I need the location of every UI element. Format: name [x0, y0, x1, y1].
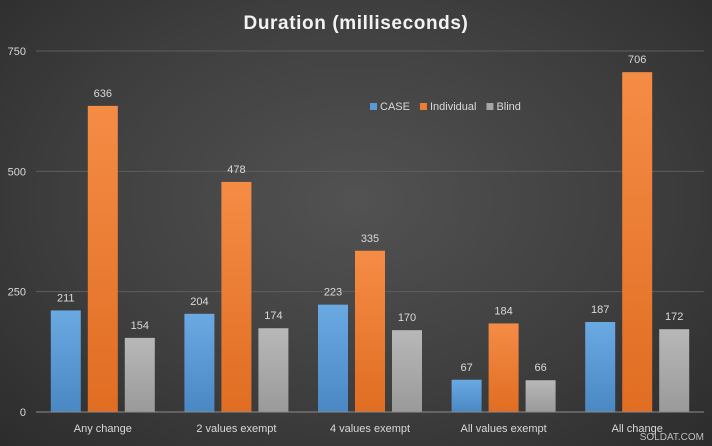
bar-blind-4: [659, 329, 690, 412]
bar-individual-3: [488, 323, 519, 412]
bar-blind-2: [392, 330, 422, 412]
data-label: 204: [190, 296, 208, 308]
data-label: 211: [57, 292, 75, 304]
data-label: 187: [591, 304, 609, 316]
bar-case-3: [451, 379, 482, 412]
legend-label-individual: Individual: [430, 101, 476, 113]
category-label: Any change: [74, 423, 132, 435]
bar-individual-2: [355, 250, 385, 412]
data-label: 478: [227, 164, 245, 176]
legend-swatch-individual: [419, 103, 427, 110]
bar-case-0: [50, 310, 81, 412]
bar-case-1: [184, 313, 215, 412]
data-label: 174: [264, 310, 282, 322]
legend: CASE Individual Blind: [370, 101, 521, 113]
axes: 0 250 500 750 Any change 2 values exempt 4 val…: [8, 46, 704, 435]
category-label: All values exempt: [460, 423, 546, 435]
category-label: 2 values exempt: [196, 423, 276, 435]
bar-individual-4: [622, 72, 653, 413]
y-tick-label: 500: [8, 166, 26, 178]
bar-case-4: [585, 321, 616, 412]
data-label: 172: [665, 311, 683, 323]
bar-blind-0: [124, 337, 155, 412]
data-label: 706: [628, 54, 646, 66]
bars: [50, 72, 690, 413]
watermark: SOLDAT.COM: [640, 432, 704, 443]
data-label: 636: [94, 88, 112, 100]
legend-label-blind: Blind: [496, 101, 520, 113]
bar-case-2: [318, 304, 348, 412]
data-label: 335: [361, 233, 379, 245]
category-label: All change: [612, 423, 663, 435]
legend-label-case: CASE: [380, 101, 410, 113]
data-label: 154: [131, 320, 149, 332]
legend-swatch-blind: [486, 103, 494, 110]
data-label: 170: [398, 312, 416, 324]
data-label: 67: [460, 362, 472, 374]
bar-blind-3: [525, 380, 556, 412]
y-tick-label: 750: [8, 46, 26, 58]
data-label: 184: [494, 305, 512, 317]
bar-individual-0: [87, 105, 118, 412]
bar-individual-1: [221, 181, 252, 412]
bar-blind-1: [258, 328, 289, 412]
y-tick-label: 250: [8, 287, 26, 299]
chart-title: Duration (milliseconds): [244, 13, 469, 34]
data-label: 223: [324, 287, 342, 299]
legend-swatch-case: [370, 103, 377, 110]
y-tick-label: 0: [20, 407, 26, 419]
category-label: 4 values exempt: [330, 423, 410, 435]
data-label: 66: [534, 362, 546, 374]
data-labels: 211 636 154 204 478 174 223 335 170 67 184 66 187 706…: [57, 54, 683, 374]
